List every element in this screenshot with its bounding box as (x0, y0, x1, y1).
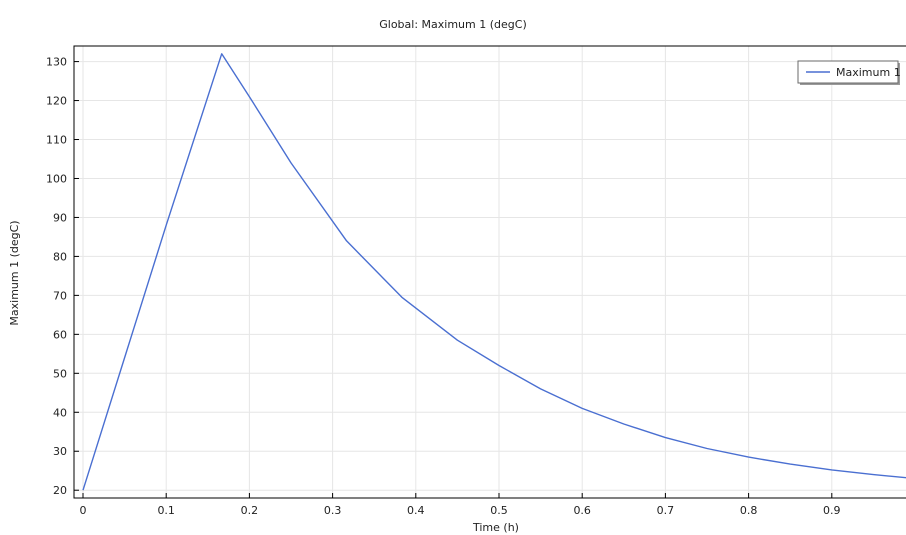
x-tick-label: 0.1 (157, 504, 175, 517)
y-tick-label: 50 (53, 367, 67, 380)
legend-entry: Maximum 1 (836, 66, 901, 79)
x-tick-label: 0.2 (241, 504, 259, 517)
series-line (82, 53, 906, 491)
y-tick-label: 80 (53, 250, 67, 263)
x-tick-label: 0 (80, 504, 87, 517)
x-tick-label: 0.6 (573, 504, 591, 517)
chart-title: Global: Maximum 1 (degC) (379, 18, 526, 31)
y-axis-label: Maximum 1 (degC) (8, 220, 21, 325)
x-axis: 00.10.20.30.40.50.60.70.80.91 (80, 493, 841, 517)
y-tick-label: 70 (53, 289, 67, 302)
y-tick-label: 40 (53, 406, 67, 419)
x-tick-label: 0.7 (657, 504, 675, 517)
x-tick-label: 0.8 (740, 504, 758, 517)
series-layer (82, 53, 906, 491)
y-tick-label: 90 (53, 211, 67, 224)
y-tick-label: 60 (53, 328, 67, 341)
y-tick-label: 130 (46, 56, 67, 69)
y-tick-label: 120 (46, 95, 67, 108)
x-tick-label: 0.5 (490, 504, 508, 517)
grid (74, 46, 906, 498)
y-axis: 20 30 40 50 60 70 80 90 100 110 120 130 (46, 56, 79, 497)
x-tick-label: 0.3 (324, 504, 342, 517)
legend-box (797, 60, 899, 84)
y-tick-label: 30 (53, 445, 67, 458)
plot-frame (73, 45, 906, 499)
y-tick-label: 110 (46, 134, 67, 147)
x-tick-label: 0.4 (407, 504, 425, 517)
y-tick-label: 100 (46, 172, 67, 185)
x-tick-label: 0.9 (823, 504, 841, 517)
y-tick-label: 20 (53, 484, 67, 497)
legend: Maximum 1 (797, 60, 901, 85)
x-axis-label: Time (h) (472, 521, 519, 534)
